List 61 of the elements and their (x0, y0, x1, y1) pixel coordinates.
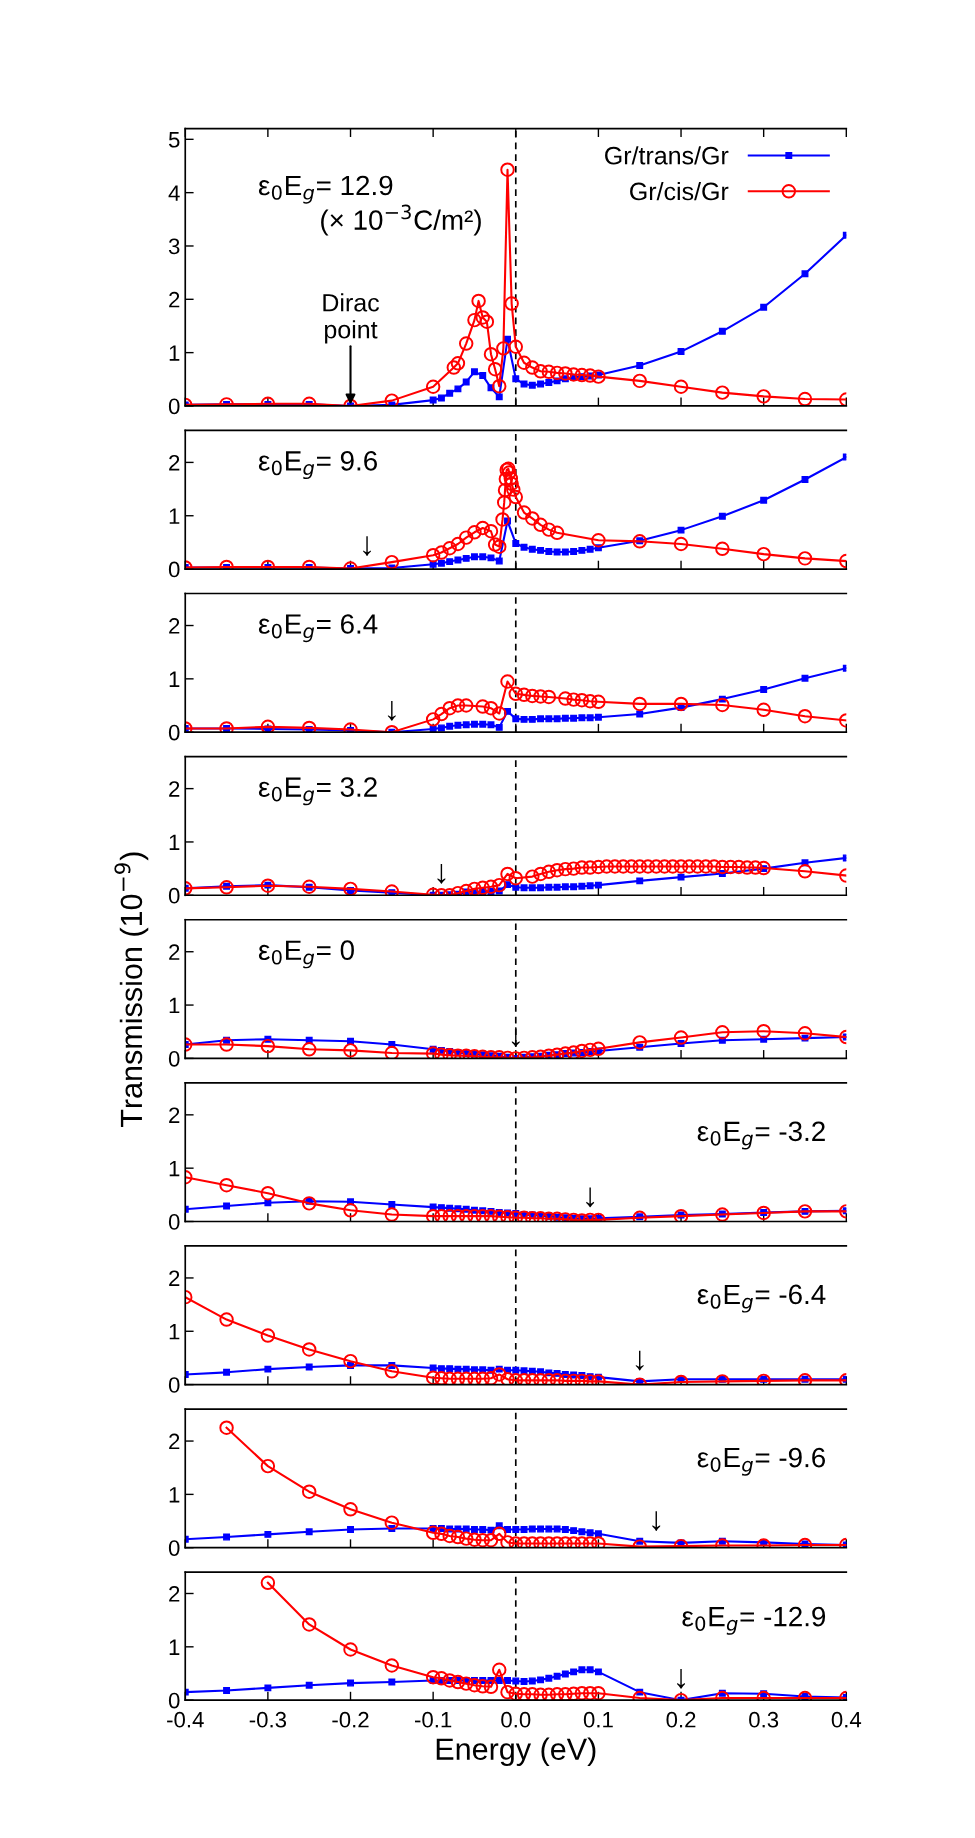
x-tick-label: -0.3 (249, 1711, 287, 1728)
y-tick-label: 5 (168, 132, 180, 148)
y-tick-label: 1 (169, 1639, 180, 1655)
y-tick-label: 0 (168, 398, 180, 415)
annotation: ↓ (387, 700, 396, 721)
y-tick-label: 2 (169, 1107, 180, 1123)
y-tick-label: 2 (169, 781, 180, 797)
annotation: ↓ (677, 1668, 685, 1689)
y-tick-label: 0 (168, 1540, 180, 1556)
x-tick-label: -0.4 (167, 1711, 204, 1728)
annotation: ↓ (586, 1187, 595, 1208)
y-tick-label: 2 (169, 1433, 180, 1450)
y-tick-label: 0 (168, 724, 180, 741)
annotation: ↓ (635, 1350, 644, 1371)
x-tick-label: -0.2 (332, 1711, 369, 1728)
y-tick-label: 1 (169, 1160, 180, 1177)
annotation: ε$_{0}$E$_{g}$= 0 (258, 940, 354, 969)
y-tick-label: 1 (169, 1487, 180, 1503)
y-tick-label: 0 (168, 1377, 180, 1393)
annotation: ε$_{0}$E$_{g}$= 9.6 (258, 451, 377, 480)
y-tick-label: 1 (169, 671, 180, 687)
annotation: ↓ (363, 536, 371, 556)
y-tick-label: 0 (168, 1214, 180, 1230)
y-tick-label: 1 (169, 1324, 180, 1340)
y-tick-label: 0 (168, 1050, 180, 1067)
annotation: Dirac point (323, 293, 380, 344)
y-tick-label: 1 (169, 508, 180, 524)
annotation: ε$_{0}$E$_{g}$= -6.4 (697, 1284, 826, 1313)
annotation: ↓ (652, 1511, 661, 1531)
legend-label: Gr/cis/Gr (630, 181, 729, 201)
annotation: (× 10$^{−3}$C/m²) (321, 204, 481, 236)
y-tick-label: 1 (169, 345, 180, 361)
annotation: ε$_{0}$E$_{g}$= 6.4 (258, 614, 378, 643)
annotation: ε$_{0}$E$_{g}$= -3.2 (697, 1121, 825, 1150)
y-tick-label: 2 (169, 618, 180, 634)
annotation: ε$_{0}$E$_{g}$= 12.9 (258, 175, 393, 204)
y-tick-label: 2 (169, 944, 180, 960)
y-tick-label: 1 (169, 834, 180, 850)
x-tick-label: 0.1 (583, 1711, 613, 1728)
y-tick-label: 0 (168, 561, 180, 578)
y-tick-label: 3 (168, 238, 180, 255)
y-tick-label: 2 (169, 291, 180, 308)
legend-label: Gr/trans/Gr (605, 146, 729, 165)
x-tick-label: 0.0 (501, 1711, 531, 1728)
x-tick-label: 0.3 (749, 1711, 779, 1728)
y-tick-label: 0 (168, 1692, 180, 1709)
annotation: ε$_{0}$E$_{g}$= -12.9 (682, 1606, 826, 1635)
y-tick-label: 2 (169, 1270, 180, 1286)
x-tick-label: 0.2 (666, 1711, 696, 1728)
annotation: ε$_{0}$E$_{g}$= -9.6 (697, 1447, 826, 1476)
annotation: ε$_{0}$E$_{g}$= 3.2 (258, 777, 377, 806)
y-tick-label: 0 (168, 887, 180, 904)
annotation: ↓ (437, 864, 446, 884)
x-tick-label: -0.1 (414, 1711, 452, 1728)
x-axis-title: Energy (eV) (436, 1737, 596, 1767)
x-tick-label: 0.4 (831, 1711, 862, 1728)
y-tick-label: 1 (169, 997, 180, 1014)
y-tick-label: 2 (169, 1586, 180, 1602)
y-axis-title: Transmission (10$^{−9}$) (114, 852, 149, 1128)
y-tick-label: 4 (168, 185, 180, 201)
y-tick-label: 2 (169, 454, 180, 471)
